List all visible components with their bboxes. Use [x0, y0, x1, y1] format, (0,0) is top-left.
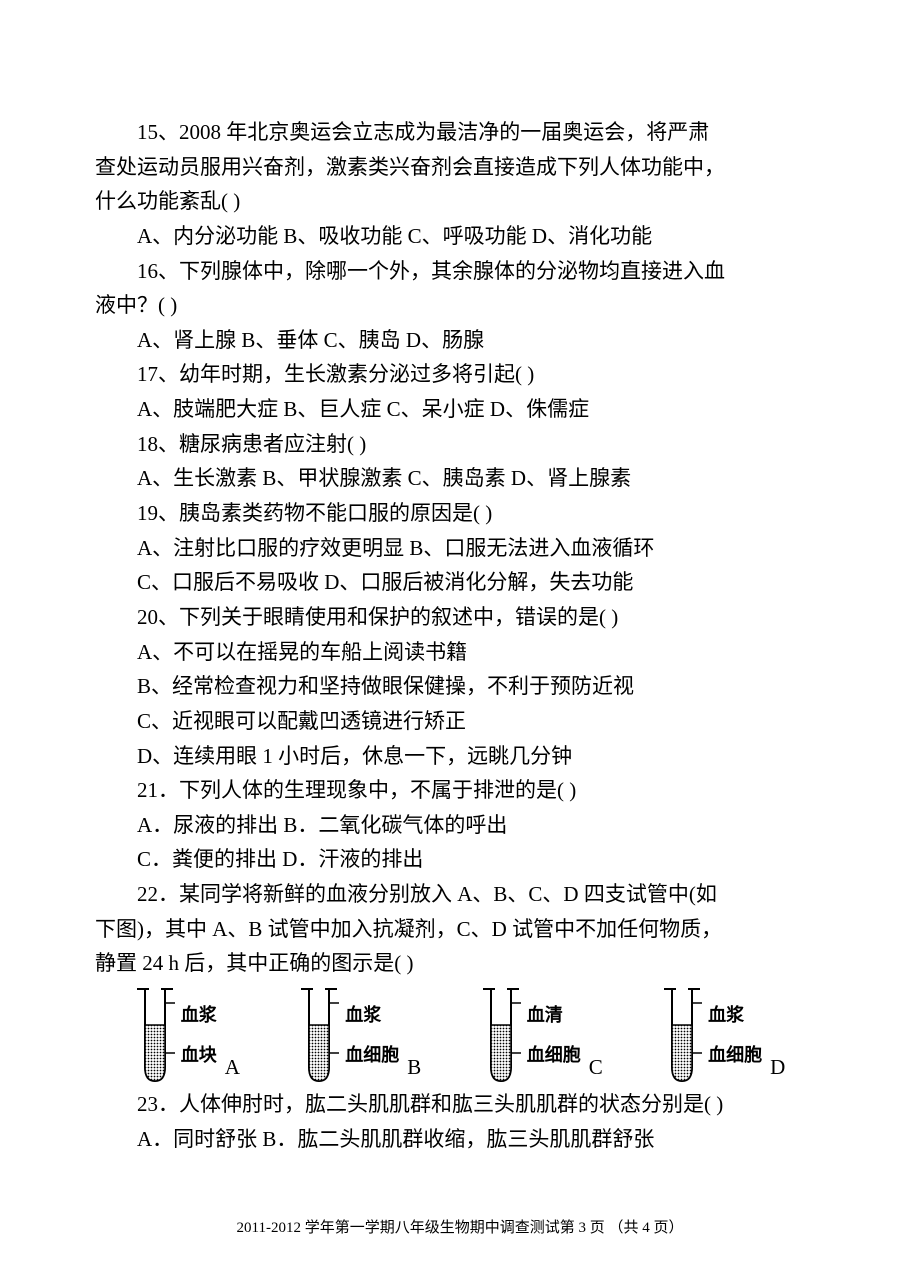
- q16-options: A、肾上腺 B、垂体 C、胰岛 D、肠腺: [95, 323, 825, 358]
- q15-line3: 什么功能紊乱( ): [95, 184, 825, 219]
- q18-options: A、生长激素 B、甲状腺激素 C、胰岛素 D、肾上腺素: [95, 461, 825, 496]
- tube-b: 血浆 血细胞 B: [299, 985, 421, 1085]
- tube-d-labels: 血浆 血细胞: [708, 995, 762, 1085]
- tube-d-top-label: 血浆: [708, 1001, 762, 1031]
- tube-b-labels: 血浆 血细胞: [345, 995, 399, 1085]
- tube-a-bot-label: 血块: [181, 1041, 217, 1071]
- q15-options: A、内分泌功能 B、吸收功能 C、呼吸功能 D、消化功能: [95, 219, 825, 254]
- test-tube-b-icon: [299, 985, 339, 1085]
- test-tube-a-icon: [135, 985, 175, 1085]
- q20-option-b: B、经常检查视力和坚持做眼保健操，不利于预防近视: [95, 669, 825, 704]
- test-tube-c-icon: [481, 985, 521, 1085]
- q22-line1: 22．某同学将新鲜的血液分别放入 A、B、C、D 四支试管中(如: [95, 877, 825, 912]
- tube-a-labels: 血浆 血块: [181, 995, 217, 1085]
- q16-line1: 16、下列腺体中，除哪一个外，其余腺体的分泌物均直接进入血: [95, 254, 825, 289]
- tube-d-bot-label: 血细胞: [708, 1041, 762, 1071]
- q20-option-d: D、连续用眼 1 小时后，休息一下，远眺几分钟: [95, 739, 825, 774]
- tube-a-letter: A: [225, 1050, 240, 1085]
- tube-d-letter: D: [770, 1050, 785, 1085]
- test-tube-d-icon: [662, 985, 702, 1085]
- tube-a: 血浆 血块 A: [135, 985, 240, 1085]
- tube-b-letter: B: [407, 1050, 421, 1085]
- tube-b-bot-label: 血细胞: [345, 1041, 399, 1071]
- q15-line2: 查处运动员服用兴奋剂，激素类兴奋剂会直接造成下列人体功能中，: [95, 150, 825, 185]
- tube-c-letter: C: [589, 1050, 603, 1085]
- q20-option-a: A、不可以在摇晃的车船上阅读书籍: [95, 635, 825, 670]
- q22-line3: 静置 24 h 后，其中正确的图示是( ): [95, 946, 825, 981]
- q17-options: A、肢端肥大症 B、巨人症 C、呆小症 D、侏儒症: [95, 392, 825, 427]
- q19-options-cd: C、口服后不易吸收 D、口服后被消化分解，失去功能: [95, 565, 825, 600]
- q21-stem: 21．下列人体的生理现象中，不属于排泄的是( ): [95, 773, 825, 808]
- q17-stem: 17、幼年时期，生长激素分泌过多将引起( ): [95, 357, 825, 392]
- q20-option-c: C、近视眼可以配戴凹透镜进行矫正: [95, 704, 825, 739]
- q15-line1: 15、2008 年北京奥运会立志成为最洁净的一届奥运会，将严肃: [95, 115, 825, 150]
- q22-diagram-row: 血浆 血块 A 血浆 血细胞 B: [95, 985, 825, 1085]
- q22-line2: 下图)，其中 A、B 试管中加入抗凝剂，C、D 试管中不加任何物质，: [95, 912, 825, 947]
- q18-stem: 18、糖尿病患者应注射( ): [95, 427, 825, 462]
- q21-options-cd: C．粪便的排出 D．汗液的排出: [95, 842, 825, 877]
- tube-a-top-label: 血浆: [181, 1001, 217, 1031]
- tube-c-labels: 血清 血细胞: [527, 995, 581, 1085]
- page-footer: 2011-2012 学年第一学期八年级生物期中调查测试第 3 页 （共 4 页）: [95, 1216, 825, 1241]
- q23-stem: 23．人体伸肘时，肱二头肌肌群和肱三头肌肌群的状态分别是( ): [95, 1087, 825, 1122]
- q23-options: A．同时舒张 B．肱二头肌肌群收缩，肱三头肌肌群舒张: [95, 1122, 825, 1157]
- q16-line2: 液中？( ): [95, 288, 825, 323]
- q21-options-ab: A．尿液的排出 B．二氧化碳气体的呼出: [95, 808, 825, 843]
- tube-c: 血清 血细胞 C: [481, 985, 603, 1085]
- q19-stem: 19、胰岛素类药物不能口服的原因是( ): [95, 496, 825, 531]
- tube-b-top-label: 血浆: [345, 1001, 399, 1031]
- tube-c-bot-label: 血细胞: [527, 1041, 581, 1071]
- tube-d: 血浆 血细胞 D: [662, 985, 785, 1085]
- tube-c-top-label: 血清: [527, 1001, 581, 1031]
- q19-options-ab: A、注射比口服的疗效更明显 B、口服无法进入血液循环: [95, 531, 825, 566]
- q20-stem: 20、下列关于眼睛使用和保护的叙述中，错误的是( ): [95, 600, 825, 635]
